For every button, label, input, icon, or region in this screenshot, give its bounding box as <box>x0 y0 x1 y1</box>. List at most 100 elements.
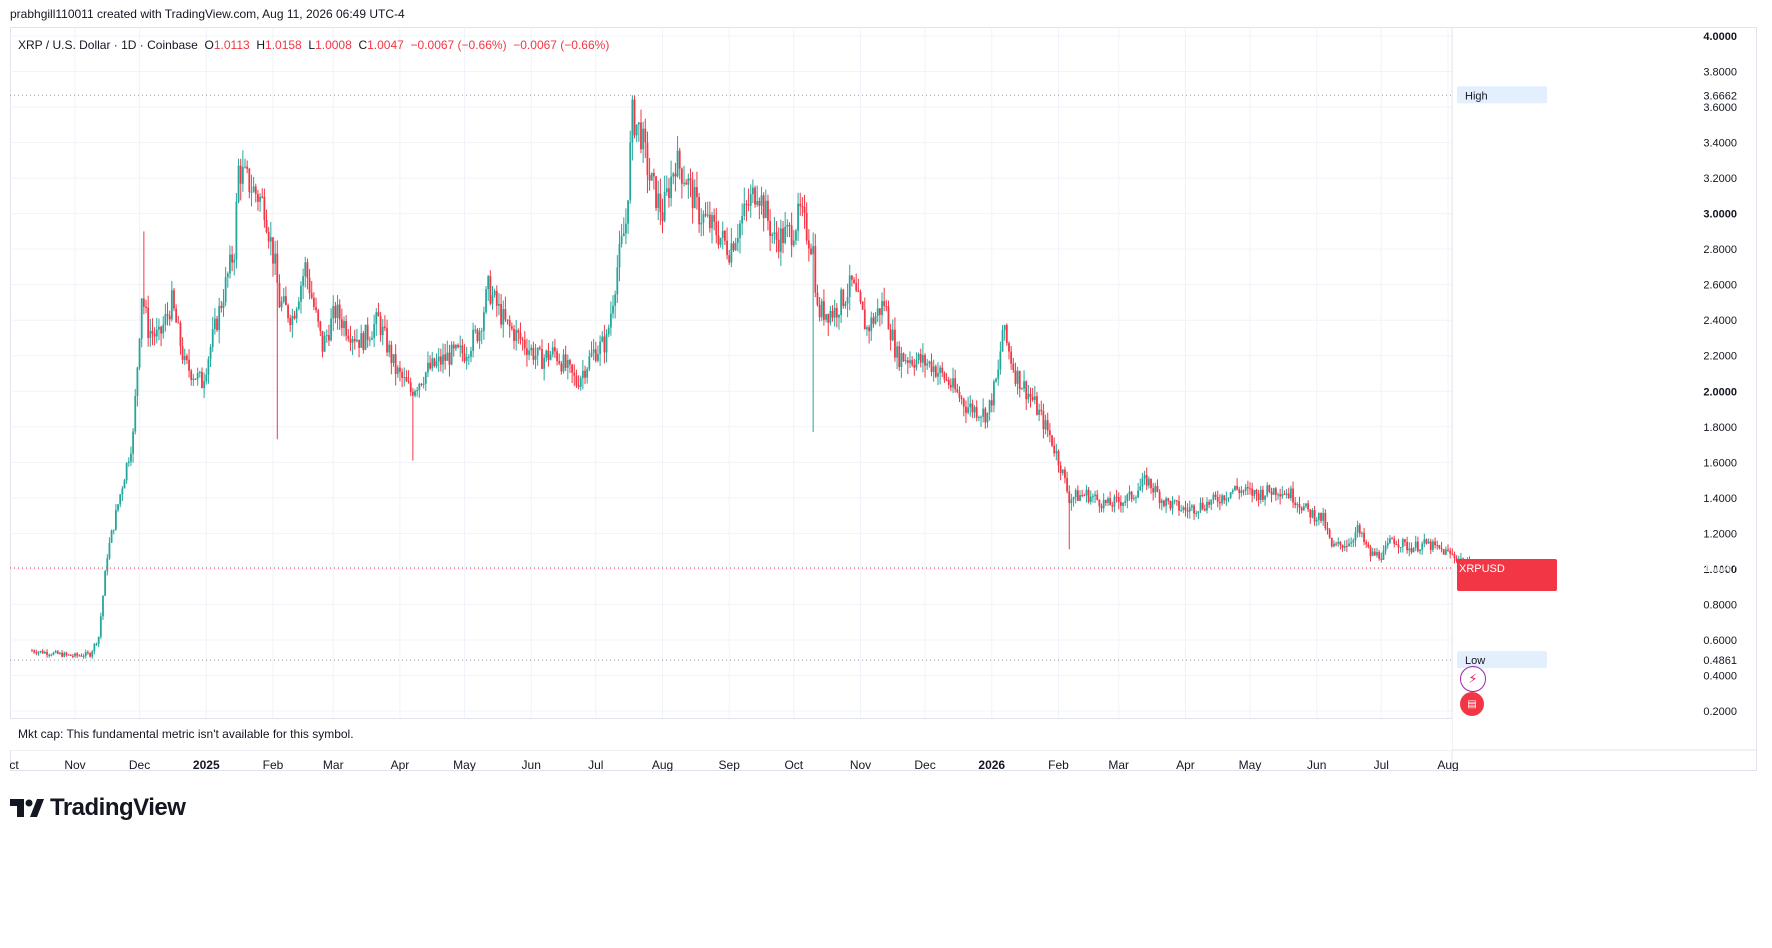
candle-body <box>349 338 352 343</box>
candle-body <box>495 291 498 306</box>
us-flag-icon[interactable]: ▤ <box>1460 692 1484 716</box>
candle-body <box>498 304 500 306</box>
candle-body <box>76 653 79 656</box>
last-label: XRPUSD <box>1459 563 1505 575</box>
candle-body <box>394 354 397 374</box>
candle-body <box>480 330 483 332</box>
candle-body <box>937 372 939 377</box>
candle-body <box>1373 551 1376 556</box>
y-tick-label: 3.8000 <box>1703 67 1737 79</box>
candle-body <box>982 408 985 417</box>
candle-body <box>272 237 274 264</box>
y-tick-label: 2.8000 <box>1703 244 1737 256</box>
candle-body <box>672 173 675 177</box>
candle-body <box>644 128 647 143</box>
candle-body <box>887 306 890 330</box>
candle-body <box>683 182 685 184</box>
candle-body <box>650 173 653 181</box>
candle-body <box>74 653 76 657</box>
candle-body <box>696 187 698 197</box>
candle-body <box>1076 490 1079 501</box>
candle-body <box>855 282 858 291</box>
candle-body <box>924 355 926 366</box>
candle-body <box>1012 363 1015 371</box>
candle-body <box>345 321 348 336</box>
candle-body <box>904 360 907 362</box>
candle-body <box>284 296 287 306</box>
candle-body <box>934 366 937 377</box>
legend-close-value: 1.0047 <box>367 38 404 52</box>
candle-body <box>312 297 315 307</box>
candle-body <box>721 230 724 238</box>
candle-body <box>452 344 455 349</box>
candle-body <box>194 378 197 380</box>
candle-body <box>110 530 113 543</box>
candle-body <box>1130 491 1133 499</box>
legend-open-label: O <box>204 38 214 52</box>
candle-body <box>1033 396 1036 400</box>
candle-body <box>601 336 604 342</box>
candle-body <box>558 361 561 364</box>
candle-body <box>269 237 272 242</box>
candle-body <box>478 331 481 342</box>
candle-body <box>594 349 597 361</box>
x-tick-label: 2025 <box>193 758 220 771</box>
candle-body <box>510 326 513 329</box>
candle-body <box>183 355 186 361</box>
candle-body <box>323 335 326 352</box>
candle-body <box>196 372 199 380</box>
price-chart[interactable]: 4.0000 3.8000 3.6000 3.4000 3.2000 3.0000 2.80… <box>10 27 1757 771</box>
candle-body <box>416 390 419 392</box>
candle-body <box>1023 381 1025 389</box>
lightning-icon[interactable]: ⚡ <box>1460 666 1486 692</box>
candle-body <box>1354 532 1357 541</box>
candle-body <box>1191 505 1193 508</box>
candle-body <box>56 651 59 654</box>
candle-body <box>160 326 162 334</box>
ohlc-legend: XRP / U.S. Dollar · 1D · Coinbase O1.011… <box>18 38 609 52</box>
candle-body <box>652 173 655 177</box>
candle-body <box>883 301 886 306</box>
candle-body <box>1253 490 1256 496</box>
candle-body <box>743 203 746 217</box>
x-tick-label: Mar <box>323 758 344 771</box>
candle-body <box>1283 493 1286 495</box>
candle-body <box>1453 554 1456 559</box>
candle-body <box>35 652 38 654</box>
candle-body <box>566 360 569 368</box>
candle-body <box>719 237 722 245</box>
candle-body <box>1352 540 1355 543</box>
candle-body <box>648 175 651 181</box>
candle-body <box>614 294 617 306</box>
candle-body <box>173 290 175 309</box>
candle-body <box>145 306 147 308</box>
candle-body <box>1053 445 1056 454</box>
legend-low-value: 1.0008 <box>315 38 352 52</box>
candle-body <box>418 383 421 391</box>
candle-body <box>1434 541 1436 546</box>
candle-body <box>1290 488 1292 499</box>
candle-body <box>1096 494 1099 500</box>
candle-body <box>1210 499 1213 505</box>
legend-high-label: H <box>256 38 266 52</box>
candle-body <box>175 308 178 323</box>
candle-body <box>1425 539 1428 544</box>
candle-body <box>267 231 270 242</box>
candle-body <box>209 347 212 360</box>
candle-body <box>450 344 453 365</box>
y-tick-label: 2.6000 <box>1703 280 1737 292</box>
candle-body <box>973 407 976 413</box>
candle-body <box>117 504 119 511</box>
candle-body <box>1395 544 1398 546</box>
legend-change-2: −0.0067 (−0.66%) <box>513 38 610 52</box>
y-tick-label: 0.2000 <box>1703 706 1737 718</box>
candle-body <box>392 354 395 363</box>
candle-body <box>1027 393 1030 400</box>
candle-body <box>1393 538 1396 545</box>
candle-body <box>233 259 236 263</box>
candle-body <box>114 510 117 530</box>
candle-body <box>166 314 169 316</box>
candle-body <box>678 150 681 169</box>
candle-body <box>1193 505 1195 514</box>
candle-body <box>328 335 330 341</box>
